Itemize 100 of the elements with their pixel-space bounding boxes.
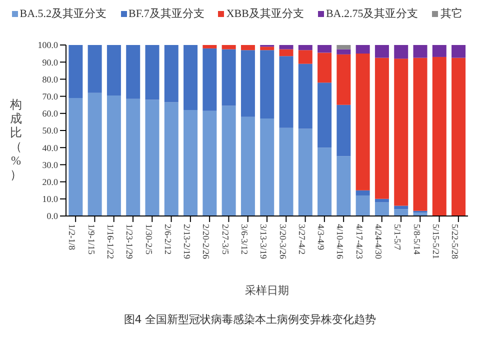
legend-label: BF.7及其亚分支 (128, 7, 204, 21)
x-tick-label: 4/17-4/23 (354, 224, 364, 260)
x-tick-label: 3/6-3/12 (239, 224, 250, 254)
bar (202, 45, 217, 48)
y-tick-label: 30.0 (42, 160, 58, 170)
y-tick-label: 10.0 (42, 194, 58, 204)
x-tick-label: 2/27-3/5 (220, 224, 230, 255)
bar (336, 104, 351, 156)
y-tick-label: 100.0 (38, 40, 58, 50)
bar (88, 45, 102, 93)
bar (356, 45, 370, 54)
x-axis-title: 采样日期 (245, 284, 289, 297)
bar (298, 45, 312, 50)
bar (356, 54, 370, 190)
bar (279, 128, 294, 216)
x-tick-label: 4/3-4/9 (316, 224, 326, 250)
y-tick-label: 60.0 (42, 108, 58, 119)
bar (222, 106, 236, 216)
y-axis-title: 构成比（%） (9, 98, 22, 182)
bar (88, 92, 102, 216)
bar (184, 45, 198, 110)
legend-label: 其它 (439, 6, 462, 21)
bar (260, 50, 274, 119)
bar (452, 58, 466, 216)
bar (106, 45, 121, 96)
bar (202, 48, 217, 111)
bar (374, 58, 389, 199)
x-tick-label: 3/27-4/2 (296, 224, 307, 254)
x-tick-label: 4/24-4/30 (373, 224, 384, 260)
x-tick-label: 1/9-1/15 (86, 224, 96, 255)
bar (318, 82, 332, 148)
y-tick-label: 40.0 (42, 142, 58, 153)
y-tick-label: 80.0 (42, 74, 58, 84)
bar (279, 56, 294, 128)
x-tick-label: 5/15-5/21 (430, 224, 441, 259)
bar (413, 45, 428, 58)
bar (106, 95, 121, 216)
bar (126, 98, 140, 216)
bar (298, 50, 312, 64)
bar (336, 45, 351, 50)
x-tick-label: 3/20-3/26 (278, 224, 288, 260)
bar (68, 45, 83, 98)
bar (240, 116, 255, 216)
bar (279, 45, 294, 50)
bar (336, 49, 351, 54)
bar (318, 45, 332, 53)
bar (298, 128, 312, 216)
bar (260, 46, 274, 50)
x-tick-label: 2/20-2/26 (201, 224, 212, 260)
bar (374, 45, 389, 58)
bar (68, 98, 83, 216)
y-tick-label: 20.0 (42, 176, 58, 187)
bar (318, 148, 332, 216)
legend-label: BA.2.75及其亚分支 (324, 7, 418, 21)
legend-label: BA.5.2及其亚分支 (18, 7, 107, 21)
x-tick-label: 2/13-2/19 (182, 224, 192, 260)
bar (413, 58, 428, 211)
y-tick-label: 70.0 (42, 91, 58, 102)
x-tick-label: 3/13-3/19 (258, 224, 269, 260)
x-tick-label: 1/23-1/29 (124, 224, 135, 260)
bar (145, 100, 160, 216)
bar (394, 209, 408, 216)
bar (184, 110, 198, 216)
y-tick-label: 90.0 (42, 57, 58, 68)
x-tick-label: 4/10-4/16 (335, 224, 346, 260)
x-tick-label: 2/6-2/12 (162, 224, 173, 254)
bar (374, 202, 389, 216)
x-tick-label: 5/1-5/7 (392, 224, 403, 250)
bar (394, 206, 408, 210)
y-tick-label: 0.0 (46, 211, 58, 222)
x-tick-label: 1/16-1/22 (105, 224, 116, 259)
bar (432, 56, 446, 216)
bar (336, 54, 351, 105)
bar (432, 45, 446, 57)
bar (394, 45, 408, 59)
x-tick-label: 1/2-1/8 (67, 224, 78, 250)
bar (240, 50, 255, 117)
x-tick-label: 1/30-2/5 (144, 224, 154, 255)
bar (394, 58, 408, 206)
bar (202, 110, 217, 216)
legend-label: XBB及其亚分支 (225, 7, 304, 21)
bar (452, 45, 466, 58)
x-tick-label: 5/8-5/14 (412, 224, 422, 255)
bar (336, 156, 351, 216)
text: 图4 全国新型冠状病毒感染本土病例变异株变化趋势 (122, 312, 378, 327)
bar (356, 195, 370, 216)
bar (164, 102, 178, 216)
x-tick-label: 5/22-5/28 (450, 224, 460, 260)
bar (279, 49, 294, 56)
bar (318, 52, 332, 83)
bar (374, 198, 389, 202)
y-tick-label: 50.0 (42, 126, 58, 136)
bar (298, 64, 312, 129)
bar (126, 45, 140, 99)
bar (222, 45, 236, 50)
bar (260, 118, 274, 216)
bar (164, 45, 178, 102)
bar (222, 49, 236, 106)
bar (145, 45, 160, 100)
bar (240, 45, 255, 50)
